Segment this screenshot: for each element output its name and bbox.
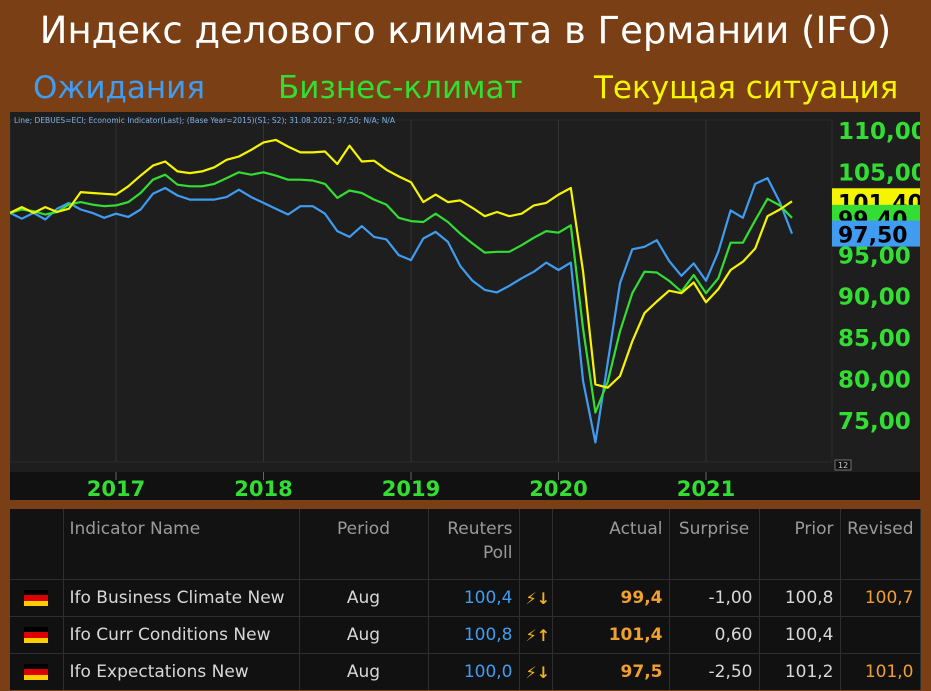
plot-area <box>10 119 833 463</box>
prior-value: 101,2 <box>759 653 841 690</box>
axis-badge-label: 12 <box>838 461 848 470</box>
period: Aug <box>299 616 429 654</box>
actual-value: 99,4 <box>552 579 670 617</box>
table-row[interactable]: Ifo Business Climate New Aug 100,4 ⚡↓ 99… <box>10 579 921 617</box>
x-axis-bar: 2017 2018 2019 2020 2021 <box>10 472 920 501</box>
actual-value: 101,4 <box>552 616 670 654</box>
chart-panel: 110,00105,00100,0095,0090,0085,0080,0075… <box>10 112 920 498</box>
series-line-2 <box>10 138 793 389</box>
chart-info-text: Line; DEBUES=ECI; Economic Indicator(Las… <box>14 116 396 125</box>
flag-cell <box>10 653 64 690</box>
reuters-poll: 100,0 <box>428 653 520 690</box>
surprise-arrow-icon: ⚡↓ <box>519 579 553 617</box>
line-chart: 110,00105,00100,0095,0090,0085,0080,0075… <box>10 116 920 471</box>
x-tick-label: 2018 <box>234 477 292 500</box>
legend-expectations: Ожидания <box>33 70 205 106</box>
indicator-name: Ifo Business Climate New <box>63 579 300 617</box>
header-indicator-name[interactable]: Indicator Name <box>63 509 300 580</box>
legend-business-climate: Бизнес-климат <box>278 70 523 106</box>
header-surprise[interactable]: Surprise <box>669 509 760 580</box>
y-tick-label: 90,00 <box>838 285 911 311</box>
y-tick-label: 85,00 <box>838 326 911 352</box>
revised-value: 101,0 <box>840 653 921 690</box>
header-prior[interactable]: Prior <box>759 509 841 580</box>
header-revised[interactable]: Revised <box>840 509 921 580</box>
revised-value <box>840 616 921 654</box>
indicator-name: Ifo Curr Conditions New <box>63 616 300 654</box>
germany-flag-icon <box>24 590 49 606</box>
x-axis: 2017 2018 2019 2020 2021 <box>87 472 735 501</box>
header-period[interactable]: Period <box>299 509 429 580</box>
germany-flag-icon <box>24 627 49 643</box>
header-poll-line1: Reuters <box>447 519 513 539</box>
surprise-arrow-icon: ⚡↑ <box>519 616 553 654</box>
y-tick-label: 105,00 <box>838 160 920 186</box>
header-reuters-poll[interactable]: Reuters Poll <box>428 509 520 580</box>
legend-current-situation: Текущая ситуация <box>594 70 899 106</box>
y-tick-label: 75,00 <box>838 409 911 435</box>
surprise-value: -1,00 <box>669 579 760 617</box>
period: Aug <box>299 653 429 690</box>
prior-value: 100,8 <box>759 579 841 617</box>
series-line-0 <box>10 176 794 444</box>
value-tag-bg <box>832 220 920 247</box>
x-tick-label: 2017 <box>87 477 145 500</box>
y-tick-label: 80,00 <box>838 368 911 394</box>
x-tick-label: 2021 <box>677 477 735 500</box>
germany-flag-icon <box>24 664 49 680</box>
surprise-value: -2,50 <box>669 653 760 690</box>
indicator-name: Ifo Expectations New <box>63 653 300 690</box>
page-title: Индекс делового климата в Германии (IFO) <box>39 9 892 52</box>
x-tick-label: 2020 <box>529 477 587 500</box>
surprise-arrow-icon: ⚡↓ <box>519 653 553 690</box>
value-tag-2: 97,50 <box>832 220 920 249</box>
value-tag-label: 97,50 <box>838 224 908 249</box>
revised-value: 100,7 <box>840 579 921 617</box>
prior-value: 100,4 <box>759 616 841 654</box>
reuters-poll: 100,4 <box>428 579 520 617</box>
header-flag <box>10 509 64 580</box>
header-poll-line2: Poll <box>483 543 513 563</box>
header-actual[interactable]: Actual <box>552 509 670 580</box>
flag-cell <box>10 616 64 654</box>
axis-badge <box>834 459 852 471</box>
indicator-table: Indicator Name Period Reuters Poll Actua… <box>10 509 921 690</box>
period: Aug <box>299 579 429 617</box>
table-row[interactable]: Ifo Expectations New Aug 100,0 ⚡↓ 97,5 -… <box>10 653 921 690</box>
y-tick-label: 110,00 <box>838 119 920 145</box>
x-tick-label: 2019 <box>382 477 440 500</box>
y-tick-label: 95,00 <box>838 243 911 269</box>
flag-cell <box>10 579 64 617</box>
table-row[interactable]: Ifo Curr Conditions New Aug 100,8 ⚡↑ 101… <box>10 616 921 654</box>
surprise-value: 0,60 <box>669 616 760 654</box>
actual-value: 97,5 <box>552 653 670 690</box>
series-line-1 <box>10 171 793 414</box>
chart-legend: Ожидания Бизнес-климат Текущая ситуация <box>0 64 931 112</box>
header-arrow <box>519 509 553 580</box>
reuters-poll: 100,8 <box>428 616 520 654</box>
